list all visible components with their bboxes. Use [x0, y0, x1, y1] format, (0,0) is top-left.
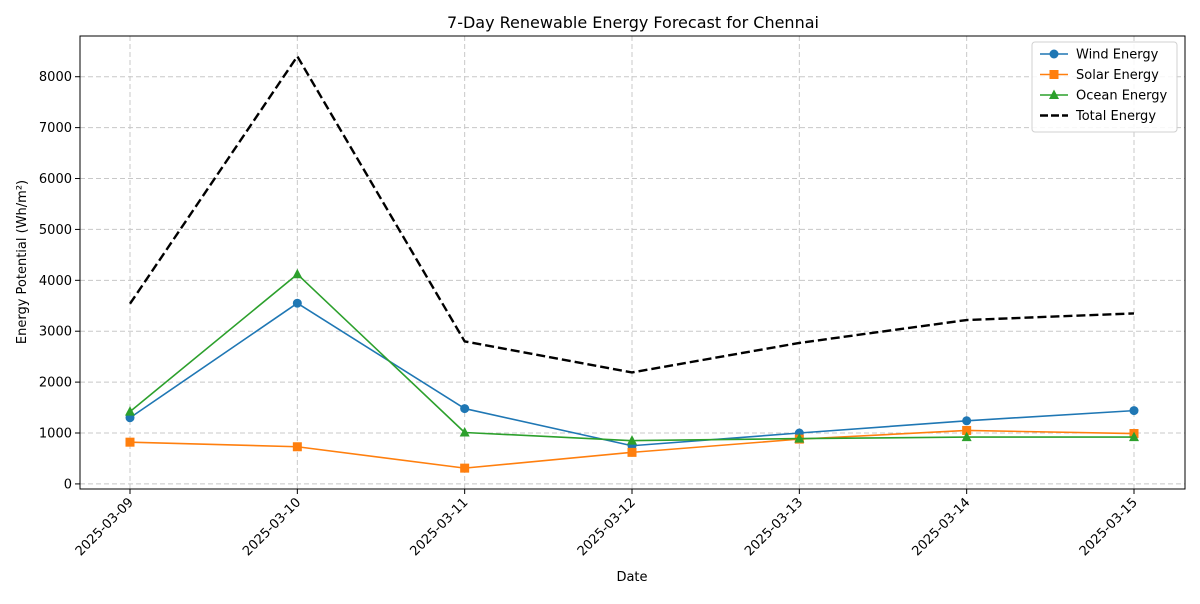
wind-energy-point: [1129, 406, 1139, 416]
x-tick-label: 2025-03-10: [240, 495, 304, 559]
axes: 2025-03-09 2025-03-10 2025-03-11 2025-03-12…: [39, 70, 1141, 559]
legend-item-wind-energy: Wind Energy: [1040, 48, 1159, 63]
ocean-energy-point: [292, 268, 303, 279]
x-tick-label: 2025-03-15: [1077, 495, 1141, 559]
solar-energy-point: [292, 442, 302, 452]
legend-swatch-marker: [1049, 49, 1059, 59]
solar-energy-point: [460, 463, 470, 473]
legend-item-ocean-energy: Ocean Energy: [1040, 89, 1168, 104]
y-tick-label: 6000: [39, 172, 72, 187]
wind-energy-point: [962, 416, 972, 426]
series-total-energy: [129, 55, 1135, 374]
y-tick-label: 2000: [39, 376, 72, 391]
ocean-energy-point: [794, 433, 805, 443]
legend-item-total-energy: Total Energy: [1040, 109, 1156, 124]
y-tick-label: 5000: [39, 223, 72, 238]
legend-label: Wind Energy: [1076, 48, 1159, 63]
legend-label: Ocean Energy: [1076, 89, 1168, 104]
ocean-energy-point: [627, 435, 637, 445]
y-tick-label: 3000: [39, 325, 72, 340]
total-energy-line: [129, 55, 1135, 374]
legend-swatch-marker: [1049, 70, 1059, 79]
legend-label: Total Energy: [1075, 109, 1156, 124]
grid: [80, 36, 1185, 489]
ocean-energy-point: [961, 431, 972, 442]
legend: Wind Energy Solar Energy Ocean Energy Total…: [1031, 41, 1178, 133]
legend-swatch-marker: [1049, 89, 1059, 99]
legend-label: Solar Energy: [1076, 68, 1159, 83]
y-tick-label: 0: [64, 477, 72, 492]
y-tick-label: 7000: [39, 121, 72, 136]
legend-item-solar-energy: Solar Energy: [1040, 68, 1159, 83]
solar-energy-point: [962, 425, 972, 435]
y-tick-label: 1000: [39, 427, 72, 442]
y-axis-label: Energy Potential (Wh/m²): [15, 180, 30, 344]
ocean-energy-point: [1129, 431, 1139, 442]
wind-energy-point: [292, 298, 302, 308]
x-tick-label: 2025-03-13: [742, 495, 806, 559]
y-tick-label: 8000: [39, 70, 72, 85]
ocean-energy-point: [125, 406, 135, 416]
y-tick-label: 4000: [39, 274, 72, 289]
series-ocean-energy: [125, 268, 1139, 445]
x-axis-label: Date: [616, 570, 647, 585]
solar-energy-point: [627, 447, 637, 457]
chart-title: 7-Day Renewable Energy Forecast for Chen…: [447, 13, 819, 32]
series-layer: [125, 55, 1139, 473]
x-tick-label: 2025-03-12: [575, 495, 639, 559]
legend-box: [1031, 41, 1178, 133]
x-tick-label: 2025-03-14: [909, 495, 973, 559]
solar-energy-point: [125, 437, 135, 447]
wind-energy-point: [460, 404, 470, 414]
x-tick-label: 2025-03-09: [73, 495, 137, 559]
x-tick-label: 2025-03-11: [407, 495, 471, 559]
ocean-energy-point: [459, 427, 470, 437]
